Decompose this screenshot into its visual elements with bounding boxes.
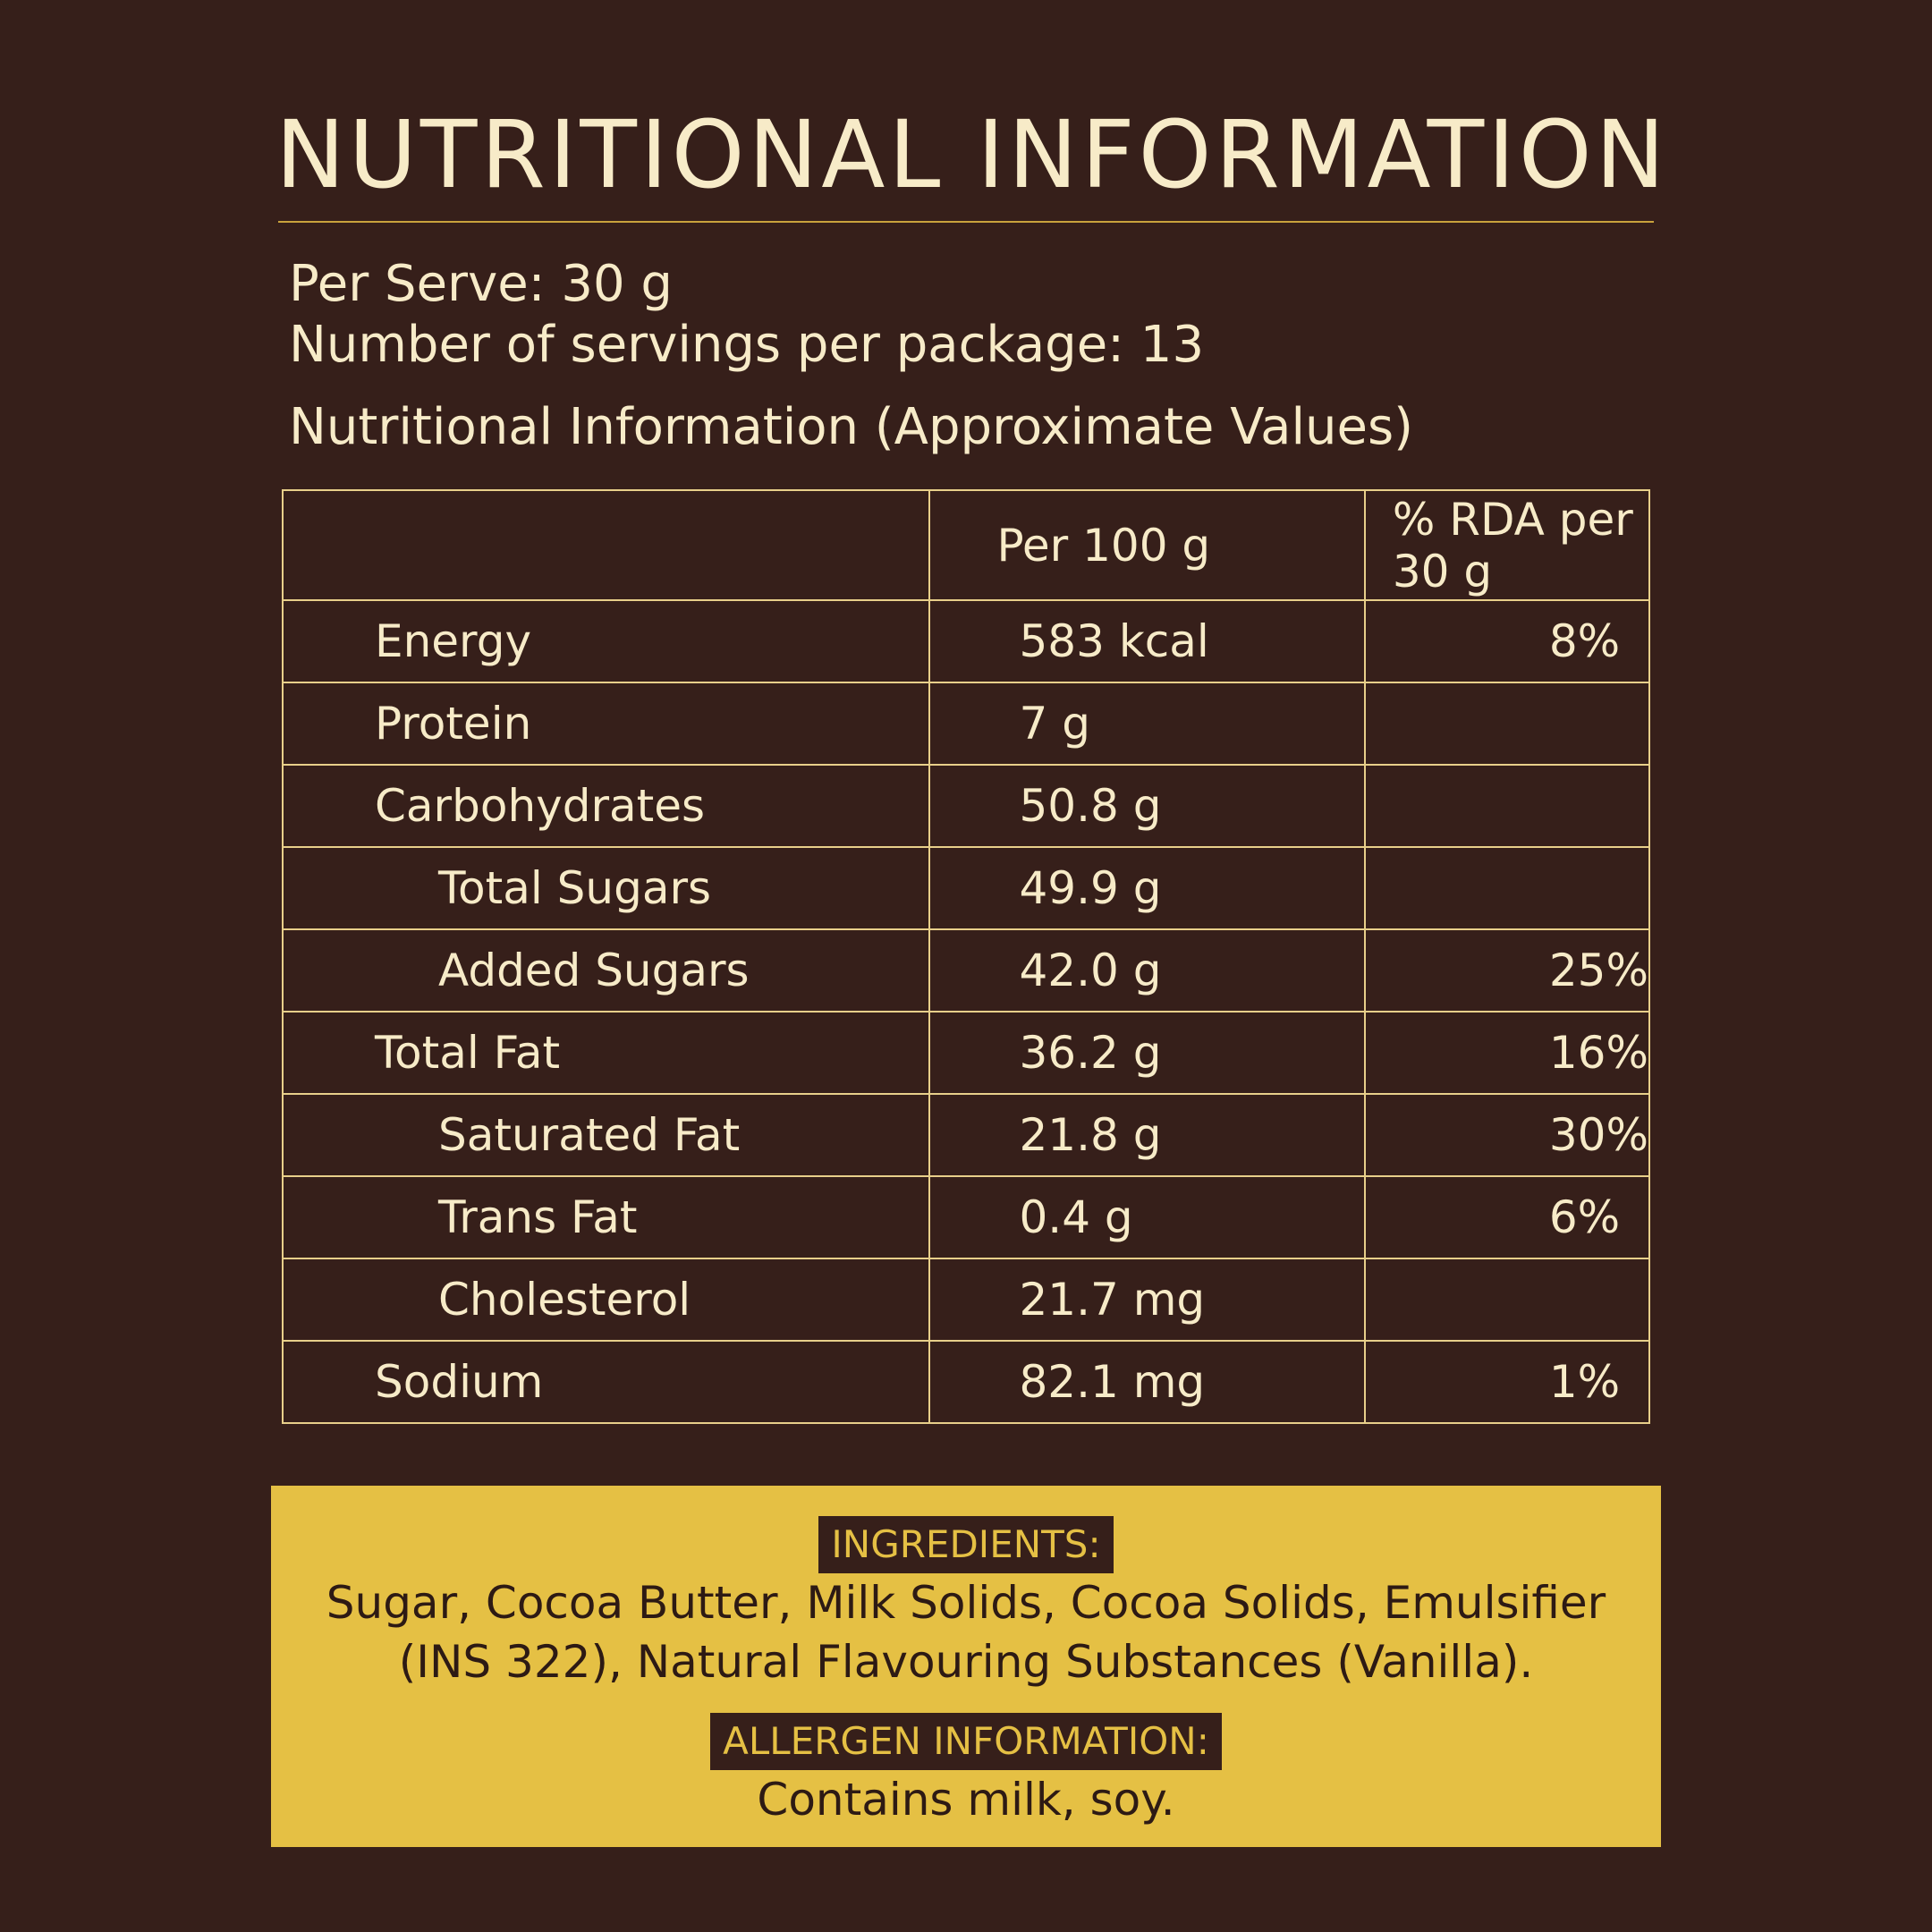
header-rda: % RDA per 30 g bbox=[1363, 489, 1651, 601]
nutrient-name: Trans Fat bbox=[282, 1175, 930, 1259]
table-row: Carbohydrates 50.8 g bbox=[282, 764, 1651, 848]
rda-value bbox=[1363, 846, 1651, 930]
nutrient-name: Added Sugars bbox=[282, 928, 930, 1013]
nutrient-name: Total Sugars bbox=[282, 846, 930, 930]
nutrient-name: Sodium bbox=[282, 1340, 930, 1424]
rda-value: 1% bbox=[1363, 1340, 1651, 1424]
table-row: Energy 583 kcal 8% bbox=[282, 599, 1651, 683]
nutrient-name: Energy bbox=[282, 599, 930, 683]
rda-value bbox=[1363, 764, 1651, 848]
per-100g-value: 583 kcal bbox=[928, 599, 1366, 683]
per-100g-value: 82.1 mg bbox=[928, 1340, 1366, 1424]
per-100g-value: 50.8 g bbox=[928, 764, 1366, 848]
page-title: NUTRITIONAL INFORMATION bbox=[275, 100, 1669, 209]
table-row: Saturated Fat 21.8 g 30% bbox=[282, 1093, 1651, 1177]
per-serve: Per Serve: 30 g bbox=[289, 255, 673, 313]
servings-per-package: Number of servings per package: 13 bbox=[289, 316, 1205, 374]
allergen-text: Contains milk, soy. bbox=[757, 1774, 1175, 1826]
table-row: Added Sugars 42.0 g 25% bbox=[282, 928, 1651, 1013]
rda-value: 16% bbox=[1363, 1011, 1651, 1095]
nutrition-table: Per 100 g % RDA per 30 g Energy 583 kcal 8… bbox=[282, 489, 1651, 1424]
ingredients-line-2: (INS 322), Natural Flavouring Substances… bbox=[398, 1636, 1534, 1688]
per-100g-value: 0.4 g bbox=[928, 1175, 1366, 1259]
ingredients-panel: INGREDIENTS: Sugar, Cocoa Butter, Milk S… bbox=[271, 1486, 1661, 1847]
allergen-label: ALLERGEN INFORMATION: bbox=[710, 1713, 1222, 1770]
table-row: Sodium 82.1 mg 1% bbox=[282, 1340, 1651, 1424]
table-row: Total Fat 36.2 g 16% bbox=[282, 1011, 1651, 1095]
rda-value: 6% bbox=[1363, 1175, 1651, 1259]
per-100g-value: 49.9 g bbox=[928, 846, 1366, 930]
nutrient-name: Carbohydrates bbox=[282, 764, 930, 848]
header-nutrient bbox=[282, 489, 930, 601]
per-100g-value: 7 g bbox=[928, 682, 1366, 766]
title-divider bbox=[278, 221, 1654, 223]
table-row: Trans Fat 0.4 g 6% bbox=[282, 1175, 1651, 1259]
table-header-row: Per 100 g % RDA per 30 g bbox=[282, 489, 1651, 601]
rda-value: 25% bbox=[1363, 928, 1651, 1013]
header-per-100g: Per 100 g bbox=[928, 489, 1366, 601]
ingredients-line-1: Sugar, Cocoa Butter, Milk Solids, Cocoa … bbox=[326, 1577, 1606, 1629]
table-row: Cholesterol 21.7 mg bbox=[282, 1258, 1651, 1342]
table-row: Total Sugars 49.9 g bbox=[282, 846, 1651, 930]
per-100g-value: 42.0 g bbox=[928, 928, 1366, 1013]
nutrient-name: Saturated Fat bbox=[282, 1093, 930, 1177]
per-100g-value: 21.7 mg bbox=[928, 1258, 1366, 1342]
rda-value: 8% bbox=[1363, 599, 1651, 683]
rda-value bbox=[1363, 1258, 1651, 1342]
ingredients-label: INGREDIENTS: bbox=[818, 1516, 1114, 1573]
nutrient-name: Cholesterol bbox=[282, 1258, 930, 1342]
nutrient-name: Protein bbox=[282, 682, 930, 766]
nutrient-name: Total Fat bbox=[282, 1011, 930, 1095]
rda-value: 30% bbox=[1363, 1093, 1651, 1177]
table-row: Protein 7 g bbox=[282, 682, 1651, 766]
per-100g-value: 21.8 g bbox=[928, 1093, 1366, 1177]
rda-value bbox=[1363, 682, 1651, 766]
table-subtitle: Nutritional Information (Approximate Val… bbox=[289, 398, 1413, 456]
per-100g-value: 36.2 g bbox=[928, 1011, 1366, 1095]
